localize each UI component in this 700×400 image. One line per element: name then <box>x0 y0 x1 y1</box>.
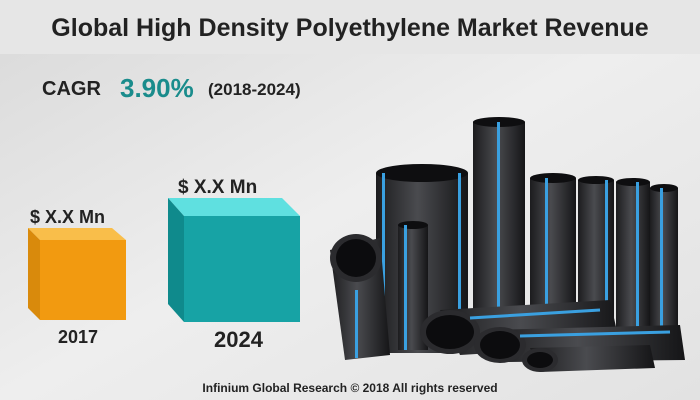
cube-top <box>168 198 300 216</box>
title: Global High Density Polyethylene Market … <box>51 14 648 42</box>
footer: Infinium Global Research © 2018 All righ… <box>202 381 497 395</box>
cube-top <box>28 228 126 240</box>
year-label: 2024 <box>214 327 264 352</box>
cagr-period: (2018-2024) <box>208 80 301 99</box>
cagr-label: CAGR <box>42 78 101 100</box>
value-label: $ X.X Mn <box>178 177 257 198</box>
value-label: $ X.X Mn <box>30 207 105 227</box>
title-bar <box>0 0 700 54</box>
cube-front <box>184 216 300 322</box>
cube-side <box>168 198 184 322</box>
year-label: 2017 <box>58 327 98 347</box>
pipes-illustration <box>330 117 685 372</box>
cube-side <box>28 228 40 320</box>
cube-front <box>40 240 126 320</box>
cagr-value: 3.90% <box>120 73 194 103</box>
